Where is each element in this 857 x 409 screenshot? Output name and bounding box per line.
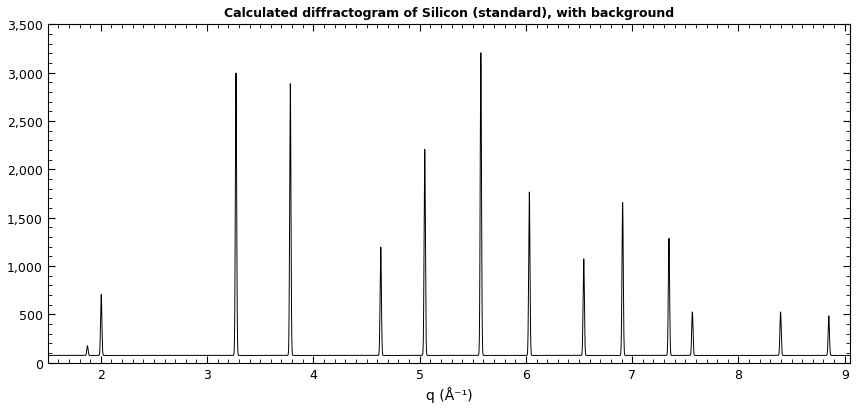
Title: Calculated diffractogram of Silicon (standard), with background: Calculated diffractogram of Silicon (sta… (224, 7, 674, 20)
X-axis label: q (Å⁻¹): q (Å⁻¹) (426, 386, 472, 402)
